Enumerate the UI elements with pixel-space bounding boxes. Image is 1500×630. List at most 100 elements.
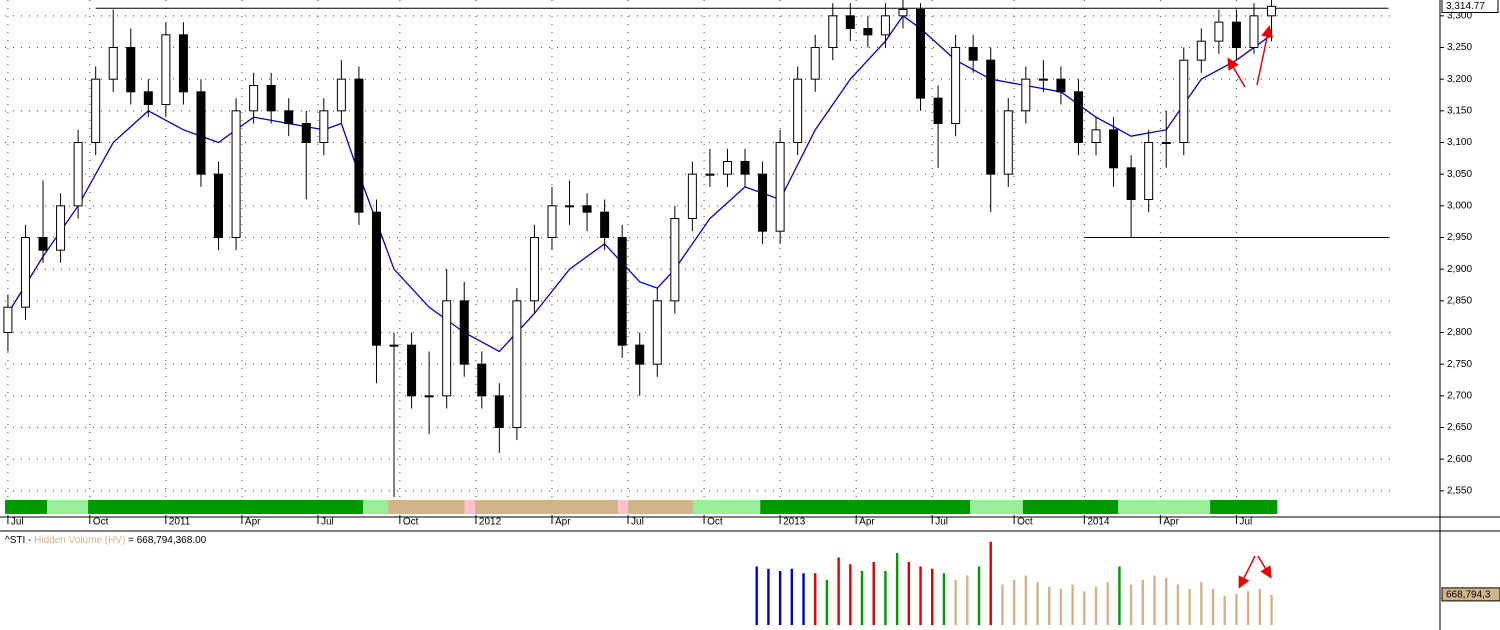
candle-body	[407, 344, 417, 397]
candle-body	[91, 78, 101, 143]
y-tick-label: 2,550	[1447, 485, 1472, 496]
volume-bar	[837, 557, 840, 625]
candle-body	[1126, 167, 1136, 200]
candle-body	[547, 205, 557, 238]
volume-bar	[1036, 582, 1039, 625]
volume-bar	[907, 562, 911, 625]
status-band	[618, 500, 629, 514]
candle-body	[512, 300, 522, 429]
volume-bar	[1001, 584, 1004, 625]
volume-bar	[895, 553, 899, 625]
volume-tag-label: 668,794,3	[1446, 590, 1491, 601]
candle-body	[214, 173, 224, 239]
volume-bar	[1106, 582, 1109, 625]
candle-body	[1109, 129, 1119, 169]
candle-body	[968, 47, 978, 61]
x-tick-label: Oct	[707, 517, 723, 528]
status-band	[1022, 500, 1119, 514]
candle-body	[336, 78, 346, 112]
status-band	[692, 500, 761, 514]
volume-bar	[919, 566, 922, 625]
status-band	[388, 500, 465, 514]
volume-bar	[1153, 575, 1156, 625]
volume-tag	[1441, 587, 1500, 602]
status-band	[47, 500, 89, 514]
price-tag	[1441, 0, 1499, 13]
indicator-name: Hidden Volume (HV)	[34, 535, 125, 546]
volume-bar	[966, 575, 969, 625]
hv-value: = 668,794,368.00	[125, 535, 206, 546]
x-tick-label: Jul	[1239, 517, 1252, 528]
x-tick-label: Oct	[93, 517, 109, 528]
volume-bar	[931, 568, 934, 625]
candle-body	[494, 395, 504, 429]
candle-body	[178, 34, 188, 93]
volume-bar	[755, 566, 758, 625]
volume-bar	[1012, 580, 1016, 625]
volume-bar	[872, 562, 875, 625]
candle-body	[319, 110, 329, 144]
candle-body	[284, 110, 294, 125]
y-tick-label: 3,200	[1447, 74, 1472, 85]
candle-body	[1091, 129, 1101, 143]
candle-body	[775, 142, 785, 232]
candle-body	[301, 123, 311, 143]
candle-body	[880, 15, 890, 36]
y-tick-label: 3,150	[1447, 105, 1472, 116]
candle-body	[529, 237, 539, 302]
volume-bar	[860, 571, 864, 625]
y-tick-label: 2,700	[1447, 390, 1472, 401]
y-tick-label: 2,750	[1447, 359, 1472, 370]
volume-bar	[977, 566, 981, 625]
volume-bar	[1188, 589, 1191, 625]
candle-body	[459, 300, 469, 365]
volume-bar	[1270, 594, 1273, 625]
candle-body	[617, 237, 627, 346]
candle-body	[161, 34, 171, 105]
x-tick-label: Apr	[1163, 517, 1179, 528]
volume-bar	[1235, 593, 1238, 625]
y-tick-label: 3,300	[1447, 10, 1472, 21]
candle-body	[722, 161, 732, 175]
arrow	[1227, 57, 1246, 88]
x-tick-label: 2012	[479, 517, 502, 528]
candle-body	[916, 9, 926, 99]
symbol: ^STI -	[5, 535, 34, 546]
candle-body	[3, 306, 13, 333]
plot: 2,550 2,600 2,650 2,700 2,750 2,800 2,850 2,900…	[3, 0, 1500, 625]
volume-bar	[790, 568, 794, 625]
candle-body	[143, 91, 153, 106]
y-tick-label: 2,900	[1447, 264, 1472, 275]
x-tick-label: Jul	[631, 517, 644, 528]
volume-bar	[849, 564, 852, 625]
y-tick-label: 2,950	[1447, 232, 1472, 243]
volume-bar	[942, 573, 946, 625]
candle-body	[845, 15, 855, 29]
y-tick-label: 2,650	[1447, 422, 1472, 433]
status-band	[628, 500, 693, 514]
candle-body	[898, 9, 908, 17]
candle-body	[758, 173, 768, 232]
status-band	[474, 500, 619, 514]
volume-bar	[767, 568, 770, 625]
status-band	[363, 500, 389, 514]
candle-body	[196, 91, 206, 175]
y-tick-label: 3,100	[1447, 137, 1472, 148]
candle-body	[582, 205, 592, 213]
volume-bar	[1083, 591, 1086, 625]
arrow	[1256, 25, 1274, 86]
price-tag-label: 3,314.77	[1446, 1, 1485, 12]
volume-bar	[1094, 586, 1098, 625]
volume-bar	[1176, 584, 1180, 625]
candle-body	[389, 344, 399, 347]
volume-bar	[1071, 584, 1074, 625]
x-tick-label: Oct	[1017, 517, 1033, 528]
candle-body	[266, 85, 276, 112]
candle-body	[20, 237, 30, 308]
candle-body	[740, 161, 750, 175]
status-band	[760, 500, 971, 514]
x-tick-label: 2011	[169, 517, 191, 528]
x-tick-label: 2014	[1087, 517, 1110, 528]
candle-body	[1231, 21, 1241, 48]
